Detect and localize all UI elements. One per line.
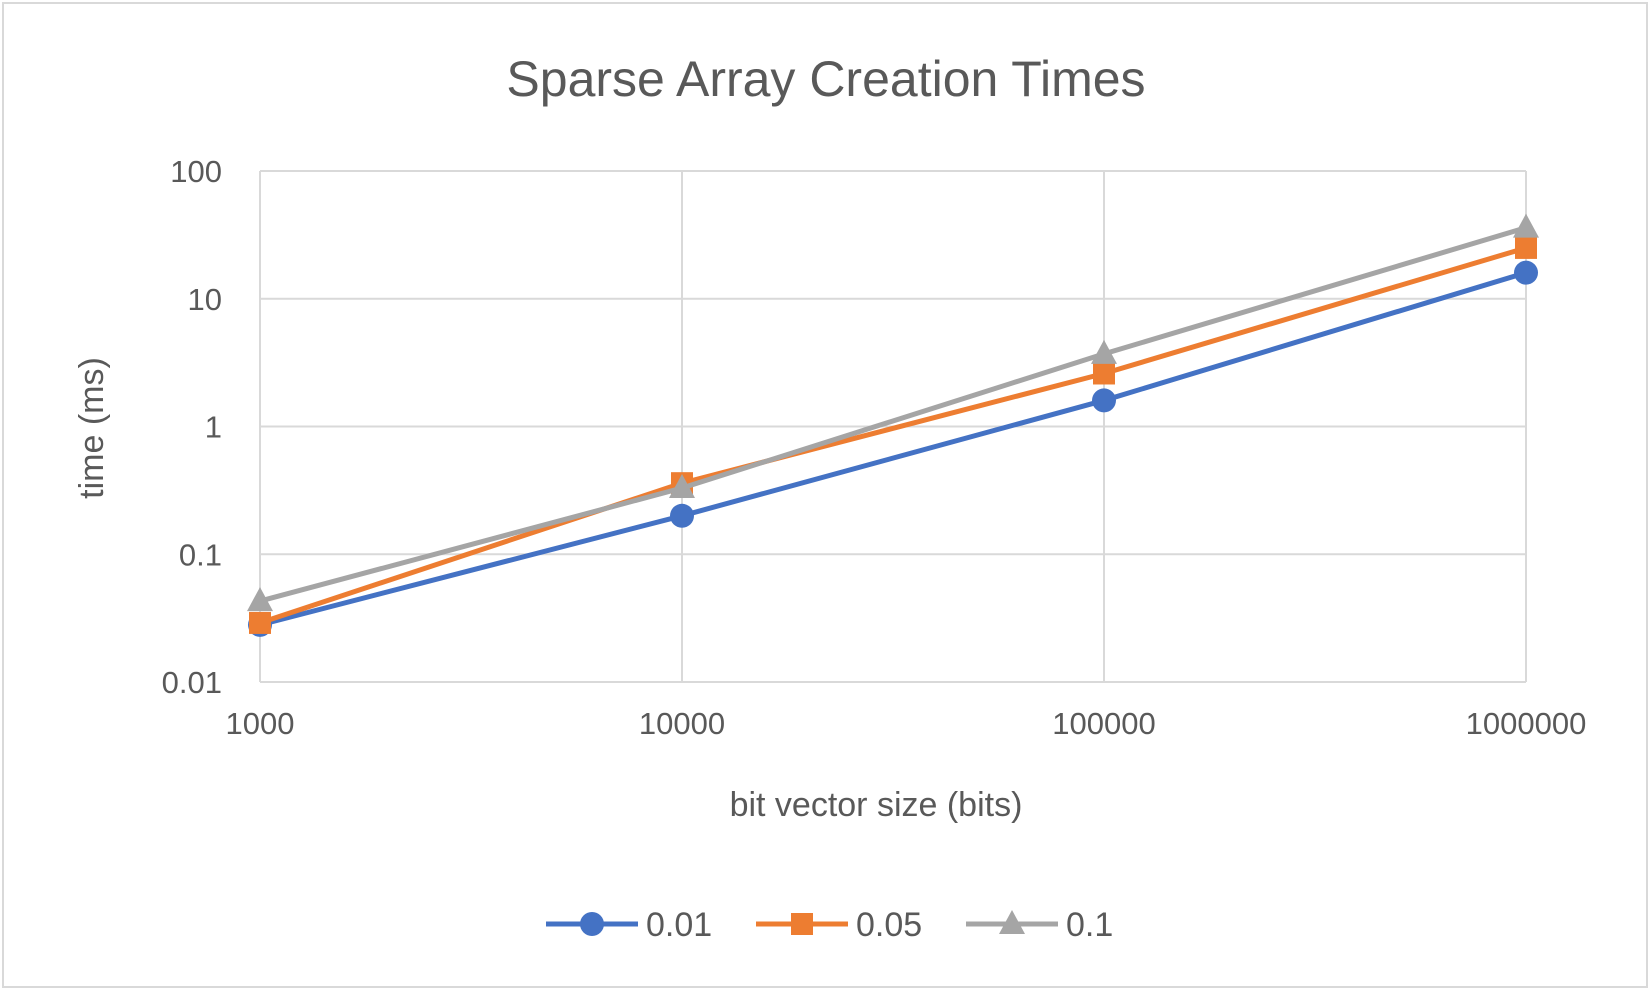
data-point [670, 503, 694, 528]
data-point [669, 474, 695, 499]
legend-marker [999, 910, 1025, 934]
legend-label: 0.1 [1066, 906, 1113, 944]
y-axis-ticks: 100 10 1 0.1 0.01 [162, 154, 222, 700]
data-point [1093, 362, 1115, 385]
data-point [249, 611, 271, 634]
data-point [1091, 339, 1117, 364]
legend-marker [791, 913, 813, 935]
series-0.1 [247, 213, 1539, 612]
data-point [1513, 213, 1539, 238]
y-tick-label: 0.01 [162, 665, 222, 700]
data-point [1092, 388, 1116, 413]
series-0.05 [249, 236, 1537, 634]
y-tick-label: 0.1 [179, 537, 222, 572]
x-tick-label: 1000 [226, 706, 295, 741]
x-tick-label: 10000 [639, 706, 725, 741]
series-line [259, 245, 1527, 626]
legend-label: 0.05 [856, 906, 922, 944]
legend-item: 0.1 [966, 906, 1113, 944]
x-axis-label: bit vector size (bits) [730, 786, 1023, 824]
legend-item: 0.01 [546, 906, 712, 944]
series-line [259, 270, 1527, 628]
y-tick-label: 100 [170, 154, 222, 189]
legend-label: 0.01 [646, 906, 712, 944]
x-axis-ticks: 1000 10000 100000 1000000 [226, 706, 1587, 741]
data-point [1514, 260, 1538, 285]
x-tick-label: 1000000 [1466, 706, 1587, 741]
data-point [247, 587, 273, 612]
legend-marker [580, 912, 604, 936]
legend: 0.01 0.05 0.1 [546, 906, 1113, 944]
y-tick-label: 10 [188, 282, 222, 317]
legend-item: 0.05 [756, 906, 922, 944]
y-tick-label: 1 [205, 410, 222, 445]
data-point [1515, 236, 1537, 259]
series-layer [247, 213, 1539, 637]
chart-title: Sparse Array Creation Times [506, 51, 1145, 107]
series-0.01 [248, 260, 1538, 637]
series-line [259, 225, 1527, 604]
x-tick-label: 100000 [1052, 706, 1155, 741]
y-axis-label: time (ms) [73, 357, 111, 499]
